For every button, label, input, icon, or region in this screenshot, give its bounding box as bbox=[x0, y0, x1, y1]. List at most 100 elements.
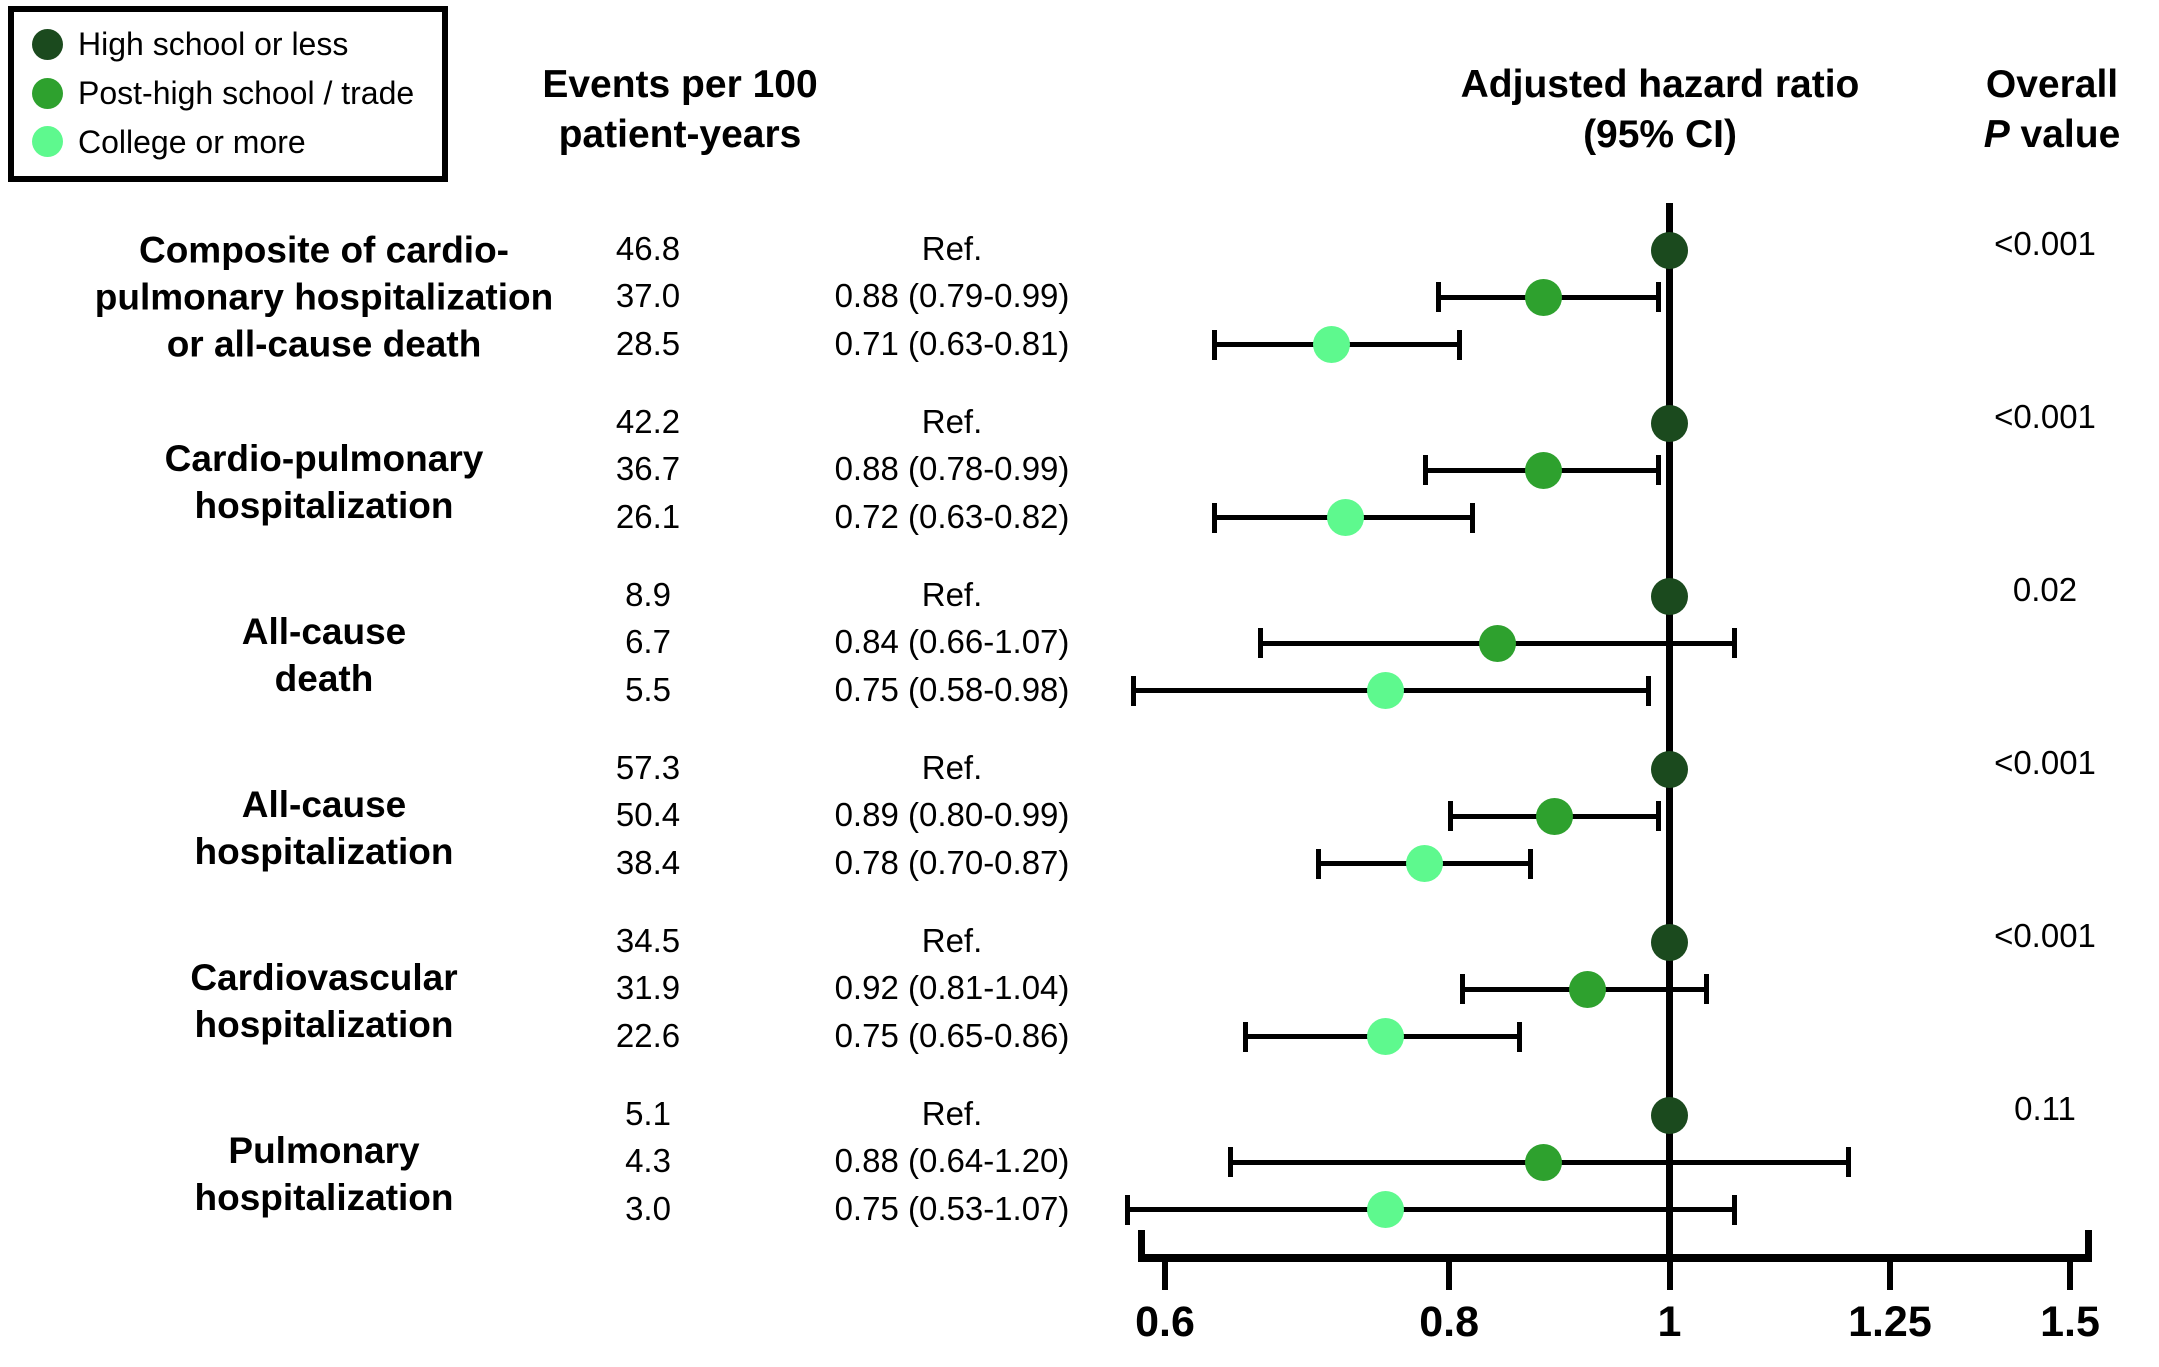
x-axis-line bbox=[1138, 1254, 2092, 1262]
p-value: 0.02 bbox=[2012, 571, 2078, 608]
outcome-label-line: hospitalization bbox=[194, 1177, 454, 1219]
outcome-label-line: hospitalization bbox=[194, 831, 454, 873]
ci-cap-left bbox=[1316, 848, 1322, 879]
outcome-label: All-cause death bbox=[10, 608, 638, 702]
ci-cap-right bbox=[1655, 801, 1661, 832]
column-header-hazard-ratio: Adjusted hazard ratio (95% CI) bbox=[1360, 60, 1960, 160]
hr-ci-label: 0.78 (0.70-0.87) bbox=[834, 843, 1070, 881]
hr-point bbox=[1651, 750, 1689, 788]
events-value: 5.5 bbox=[625, 670, 671, 708]
ci-cap-right bbox=[1516, 1021, 1522, 1052]
ci-cap-left bbox=[1212, 329, 1218, 360]
p-value: 0.11 bbox=[2014, 1090, 2076, 1127]
ci-cap-right bbox=[1645, 675, 1651, 706]
events-value: 31.9 bbox=[615, 969, 681, 1007]
hr-point bbox=[1366, 1191, 1404, 1229]
hr-ci-label: 0.88 (0.64-1.20) bbox=[834, 1142, 1070, 1180]
outcome-label-line: Composite of cardio- bbox=[138, 229, 510, 271]
ci-cap-right bbox=[1655, 282, 1661, 313]
events-value: 26.1 bbox=[615, 497, 681, 535]
events-value: 6.7 bbox=[625, 623, 671, 661]
events-value: 50.4 bbox=[615, 796, 681, 834]
events-value: 5.1 bbox=[625, 1095, 671, 1133]
hr-ci-label: Ref. bbox=[921, 922, 983, 960]
ci-cap-left bbox=[1448, 801, 1454, 832]
header-line: Overall bbox=[1985, 63, 2119, 106]
hr-point bbox=[1651, 404, 1689, 442]
outcome-label-line: Cardiovascular bbox=[190, 957, 458, 999]
header-line: Adjusted hazard ratio bbox=[1460, 63, 1860, 106]
ci-cap-right bbox=[1527, 848, 1533, 879]
legend-item-post-high-school-trade: Post-high school / trade bbox=[32, 75, 414, 112]
hr-point bbox=[1366, 1018, 1404, 1056]
hr-point bbox=[1651, 231, 1689, 269]
header-line: Events per 100 bbox=[542, 63, 818, 106]
hr-ci-label: 0.84 (0.66-1.07) bbox=[834, 623, 1070, 661]
x-axis-tick-label: 1.25 bbox=[1848, 1298, 1932, 1346]
legend-item-college-or-more: College or more bbox=[32, 124, 414, 161]
ci-cap-right bbox=[1732, 1194, 1738, 1225]
hr-ci-label: Ref. bbox=[921, 230, 983, 268]
p-value: <0.001 bbox=[1994, 398, 2096, 435]
events-value: 34.5 bbox=[615, 922, 681, 960]
ci-cap-right bbox=[1457, 329, 1463, 360]
hr-point bbox=[1312, 326, 1350, 364]
ci-cap-left bbox=[1125, 1194, 1130, 1225]
hr-ci-label: 0.75 (0.53-1.07) bbox=[834, 1189, 1070, 1227]
value-text: value bbox=[2009, 113, 2121, 156]
ci-cap-left bbox=[1423, 455, 1429, 486]
hr-point bbox=[1524, 451, 1562, 489]
p-value: <0.001 bbox=[1994, 917, 2096, 954]
x-axis-tick-label: 1.5 bbox=[2040, 1298, 2100, 1346]
legend-box: High school or less Post-high school / t… bbox=[8, 6, 449, 183]
header-line: patient-years bbox=[558, 113, 802, 156]
ci-cap-left bbox=[1258, 628, 1264, 659]
hr-point bbox=[1478, 624, 1516, 662]
hr-ci-label: Ref. bbox=[921, 403, 983, 441]
outcome-label-line: pulmonary hospitalization bbox=[94, 276, 554, 318]
legend-dot-medium-green-icon bbox=[32, 77, 63, 109]
ci-cap-left bbox=[1227, 1147, 1233, 1178]
events-value: 4.3 bbox=[625, 1142, 671, 1180]
ci-cap-left bbox=[1460, 974, 1466, 1005]
x-axis-tick bbox=[2067, 1254, 2073, 1290]
legend-dot-light-green-icon bbox=[32, 126, 63, 158]
events-value: 8.9 bbox=[625, 576, 671, 614]
hr-ci-label: Ref. bbox=[921, 576, 983, 614]
x-axis-endcap bbox=[1138, 1230, 1145, 1258]
hr-point bbox=[1535, 797, 1573, 835]
p-value: <0.001 bbox=[1994, 744, 2096, 781]
outcome-label-line: All-cause bbox=[241, 784, 407, 826]
p-value: <0.001 bbox=[1994, 225, 2096, 262]
column-header-events: Events per 100 patient-years bbox=[478, 60, 882, 160]
hr-ci-label: Ref. bbox=[921, 1095, 983, 1133]
x-axis-tick bbox=[1162, 1254, 1168, 1290]
hr-point bbox=[1366, 672, 1404, 710]
events-value: 46.8 bbox=[615, 230, 681, 268]
outcome-label: Cardiovascular hospitalization bbox=[10, 954, 638, 1048]
column-header-overall-p-value: Overall P value bbox=[1932, 60, 2159, 160]
legend-item-high-school-or-less: High school or less bbox=[32, 26, 414, 63]
events-value: 28.5 bbox=[615, 324, 681, 362]
events-value: 42.2 bbox=[615, 403, 681, 441]
events-value: 57.3 bbox=[615, 749, 681, 787]
events-value: 37.0 bbox=[615, 277, 681, 315]
ci-line bbox=[1126, 1207, 1737, 1213]
outcome-label: Composite of cardio-pulmonary hospitaliz… bbox=[10, 227, 638, 368]
hr-point bbox=[1651, 577, 1689, 615]
events-value: 36.7 bbox=[615, 450, 681, 488]
hr-point bbox=[1524, 278, 1562, 316]
events-value: 3.0 bbox=[625, 1189, 671, 1227]
hr-point bbox=[1524, 1143, 1562, 1181]
hr-ci-label: Ref. bbox=[921, 749, 983, 787]
reference-line-hr-1 bbox=[1666, 203, 1674, 1258]
hr-ci-label: 0.89 (0.80-0.99) bbox=[834, 796, 1070, 834]
outcome-label-line: All-cause bbox=[241, 611, 407, 653]
ci-cap-left bbox=[1130, 675, 1136, 706]
hr-ci-label: 0.71 (0.63-0.81) bbox=[834, 324, 1070, 362]
ci-cap-right bbox=[1732, 628, 1738, 659]
outcome-label-line: death bbox=[274, 658, 374, 700]
outcome-label: Cardio-pulmonary hospitalization bbox=[10, 435, 638, 529]
outcome-label-line: or all-cause death bbox=[166, 323, 482, 365]
